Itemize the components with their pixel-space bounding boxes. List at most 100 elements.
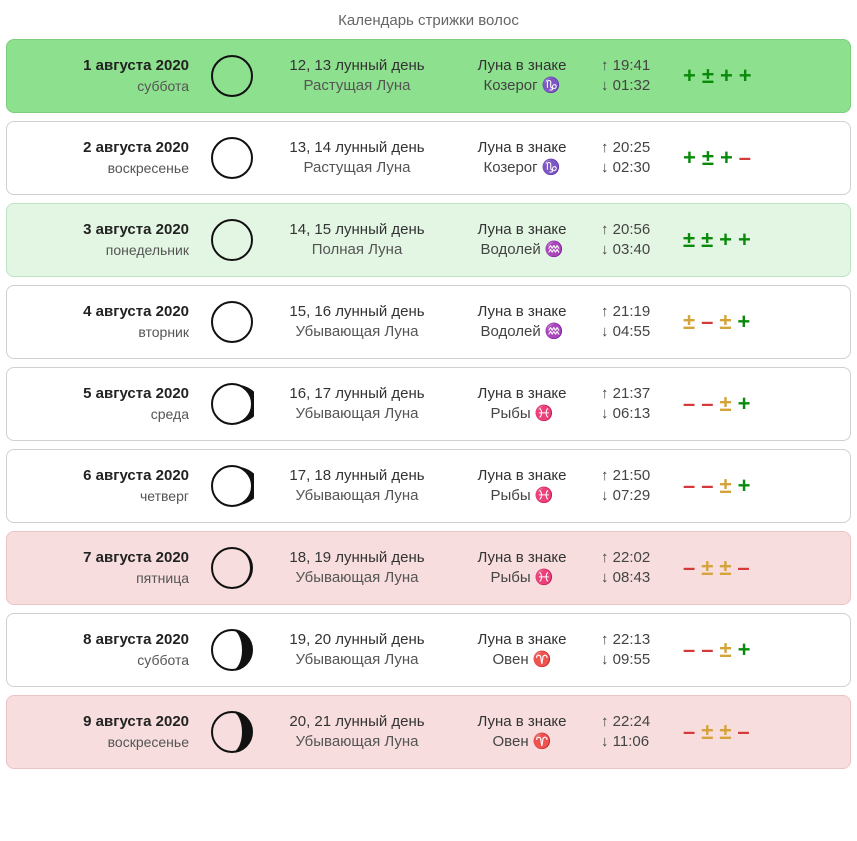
rating-symbol: ± [702, 147, 714, 169]
date-text: 5 августа 2020 [17, 384, 189, 404]
moonset-time: ↓ 02:30 [601, 158, 677, 178]
date-text: 6 августа 2020 [17, 466, 189, 486]
sign-label: Луна в знаке [447, 466, 597, 486]
rating-symbol: – [683, 393, 695, 415]
sign-cell: Луна в знаке Рыбы ♓ [447, 384, 597, 425]
times-cell: ↑ 20:25 ↓ 02:30 [597, 138, 677, 179]
rating-cell: –±±– [677, 721, 840, 743]
moon-phase-icon [197, 464, 267, 508]
phase-text: Убывающая Луна [267, 650, 447, 670]
rating-symbol: ± [701, 229, 713, 251]
calendar-row[interactable]: 3 августа 2020 понедельник 14, 15 лунный… [6, 203, 851, 277]
calendar-row[interactable]: 2 августа 2020 воскресенье 13, 14 лунный… [6, 121, 851, 195]
times-cell: ↑ 21:19 ↓ 04:55 [597, 302, 677, 343]
sign-name: Овен ♈ [447, 732, 597, 752]
sign-name: Рыбы ♓ [447, 404, 597, 424]
rating-symbol: – [683, 639, 695, 661]
weekday-text: воскресенье [17, 733, 189, 752]
lunar-day-text: 19, 20 лунный день [267, 630, 447, 650]
rating-symbol: + [737, 311, 750, 333]
lunar-day-text: 20, 21 лунный день [267, 712, 447, 732]
sign-name: Рыбы ♓ [447, 568, 597, 588]
moon-phase-icon [197, 54, 267, 98]
sign-label: Луна в знаке [447, 56, 597, 76]
rating-symbol: + [720, 147, 733, 169]
date-cell: 2 августа 2020 воскресенье [17, 138, 197, 177]
calendar-row[interactable]: 4 августа 2020 вторник 15, 16 лунный ден… [6, 285, 851, 359]
rating-cell: +±++ [677, 65, 840, 87]
calendar-row[interactable]: 6 августа 2020 четверг 17, 18 лунный ден… [6, 449, 851, 523]
weekday-text: четверг [17, 487, 189, 506]
times-cell: ↑ 22:13 ↓ 09:55 [597, 630, 677, 671]
date-text: 1 августа 2020 [17, 56, 189, 76]
lunar-day-text: 12, 13 лунный день [267, 56, 447, 76]
rating-symbol: ± [683, 229, 695, 251]
moonrise-time: ↑ 22:02 [601, 548, 677, 568]
lunar-cell: 15, 16 лунный день Убывающая Луна [267, 302, 447, 343]
moon-phase-icon [197, 546, 267, 590]
moonrise-time: ↑ 22:24 [601, 712, 677, 732]
weekday-text: пятница [17, 569, 189, 588]
rating-symbol: – [701, 475, 713, 497]
date-cell: 9 августа 2020 воскресенье [17, 712, 197, 751]
sign-label: Луна в знаке [447, 548, 597, 568]
calendar-row[interactable]: 8 августа 2020 суббота 19, 20 лунный ден… [6, 613, 851, 687]
page-title: Календарь стрижки волос [6, 12, 851, 29]
rating-symbol: ± [720, 393, 732, 415]
phase-text: Убывающая Луна [267, 732, 447, 752]
rating-symbol: – [683, 475, 695, 497]
weekday-text: суббота [17, 651, 189, 670]
moonset-time: ↓ 08:43 [601, 568, 677, 588]
times-cell: ↑ 21:50 ↓ 07:29 [597, 466, 677, 507]
sign-cell: Луна в знаке Водолей ♒ [447, 302, 597, 343]
phase-text: Убывающая Луна [267, 322, 447, 342]
lunar-cell: 12, 13 лунный день Растущая Луна [267, 56, 447, 97]
sign-name: Козерог ♑ [447, 158, 597, 178]
calendar-row[interactable]: 5 августа 2020 среда 16, 17 лунный день … [6, 367, 851, 441]
rating-symbol: – [739, 147, 751, 169]
rating-symbol: ± [719, 721, 731, 743]
lunar-day-text: 16, 17 лунный день [267, 384, 447, 404]
moonset-time: ↓ 06:13 [601, 404, 677, 424]
rating-symbol: – [701, 393, 713, 415]
rating-symbol: ± [701, 557, 713, 579]
lunar-cell: 17, 18 лунный день Убывающая Луна [267, 466, 447, 507]
sign-name: Овен ♈ [447, 650, 597, 670]
rating-symbol: ± [702, 65, 714, 87]
moonrise-time: ↑ 19:41 [601, 56, 677, 76]
rating-symbol: ± [719, 557, 731, 579]
sign-cell: Луна в знаке Водолей ♒ [447, 220, 597, 261]
sign-name: Козерог ♑ [447, 76, 597, 96]
rating-symbol: – [737, 721, 749, 743]
date-text: 3 августа 2020 [17, 220, 189, 240]
rating-cell: ––±+ [677, 393, 840, 415]
moonrise-time: ↑ 22:13 [601, 630, 677, 650]
date-text: 9 августа 2020 [17, 712, 189, 732]
rating-symbol: – [683, 721, 695, 743]
lunar-day-text: 17, 18 лунный день [267, 466, 447, 486]
sign-label: Луна в знаке [447, 712, 597, 732]
phase-text: Убывающая Луна [267, 404, 447, 424]
rating-symbol: + [683, 65, 696, 87]
moon-phase-icon [197, 382, 267, 426]
calendar-row[interactable]: 9 августа 2020 воскресенье 20, 21 лунный… [6, 695, 851, 769]
moon-phase-icon [197, 218, 267, 262]
sign-name: Водолей ♒ [447, 240, 597, 260]
calendar-row[interactable]: 7 августа 2020 пятница 18, 19 лунный ден… [6, 531, 851, 605]
phase-text: Убывающая Луна [267, 486, 447, 506]
moon-phase-icon [197, 300, 267, 344]
times-cell: ↑ 19:41 ↓ 01:32 [597, 56, 677, 97]
lunar-day-text: 18, 19 лунный день [267, 548, 447, 568]
rating-symbol: + [738, 475, 751, 497]
sign-label: Луна в знаке [447, 138, 597, 158]
moonset-time: ↓ 09:55 [601, 650, 677, 670]
weekday-text: суббота [17, 77, 189, 96]
rating-cell: ±±++ [677, 229, 840, 251]
lunar-cell: 14, 15 лунный день Полная Луна [267, 220, 447, 261]
calendar-row[interactable]: 1 августа 2020 суббота 12, 13 лунный ден… [6, 39, 851, 113]
sign-label: Луна в знаке [447, 302, 597, 322]
date-cell: 4 августа 2020 вторник [17, 302, 197, 341]
rating-symbol: ± [683, 311, 695, 333]
sign-label: Луна в знаке [447, 630, 597, 650]
moonset-time: ↓ 03:40 [601, 240, 677, 260]
